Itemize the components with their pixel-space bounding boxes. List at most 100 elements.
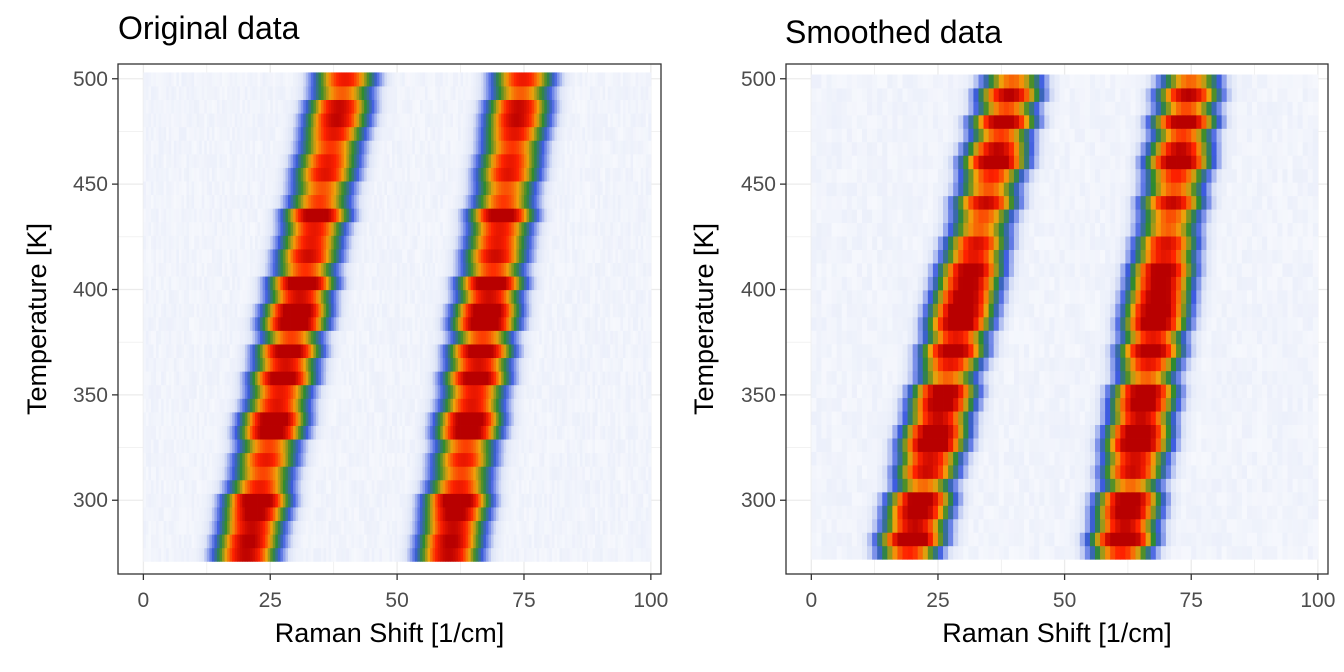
- heat-cell: [409, 411, 413, 426]
- heat-cell: [206, 289, 210, 304]
- heat-cell: [615, 235, 619, 250]
- heat-cell: [445, 303, 449, 318]
- heat-cell: [252, 276, 256, 291]
- heat-cell: [247, 479, 251, 494]
- heat-cell: [173, 439, 177, 454]
- heat-cell: [156, 357, 159, 372]
- heat-cell: [300, 507, 304, 522]
- heat-cell: [549, 398, 553, 413]
- heat-cell: [282, 276, 286, 291]
- heat-cell: [602, 330, 606, 345]
- heat-cell: [432, 289, 436, 304]
- heat-cell: [432, 371, 436, 386]
- heat-cell: [290, 439, 294, 454]
- heat-cell: [252, 411, 256, 426]
- heat-cell: [544, 520, 548, 535]
- heat-cell: [430, 479, 434, 494]
- heat-cell: [437, 235, 441, 250]
- heat-cell: [148, 262, 152, 277]
- heat-cell: [518, 289, 522, 304]
- heat-cell: [531, 520, 535, 535]
- heat-cell: [600, 235, 604, 250]
- heat-cell: [529, 235, 532, 250]
- heat-cell: [204, 547, 208, 562]
- heat-cell: [511, 411, 515, 426]
- heat-cell: [600, 493, 604, 508]
- heat-cell: [559, 479, 563, 494]
- heat-cell: [267, 344, 271, 359]
- heat-cell: [483, 221, 487, 236]
- heat-cell: [463, 248, 467, 263]
- heat-cell: [257, 547, 261, 562]
- heat-cell: [589, 493, 593, 508]
- heat-cell: [516, 235, 520, 250]
- heat-cell: [199, 493, 203, 508]
- heat-cell: [498, 248, 502, 263]
- heat-cell: [551, 452, 555, 467]
- heat-cell: [371, 439, 375, 454]
- heat-cell: [539, 466, 543, 481]
- heat-cell: [265, 479, 269, 494]
- heat-cell: [227, 357, 231, 372]
- heat-cell: [465, 493, 469, 508]
- heat-cell: [158, 384, 162, 399]
- heat-cell: [336, 221, 340, 236]
- heat-cell: [465, 452, 469, 467]
- heat-cell: [199, 534, 203, 549]
- heat-cell: [260, 507, 264, 522]
- heat-cell: [422, 262, 426, 277]
- heat-cell: [308, 289, 312, 304]
- heat-cell: [534, 534, 538, 549]
- heat-cell: [521, 466, 525, 481]
- heat-cell: [546, 534, 550, 549]
- heat-cell: [643, 452, 647, 467]
- heat-cell: [328, 534, 332, 549]
- heat-cell: [491, 330, 494, 345]
- heat-cell: [173, 507, 177, 522]
- heat-cell: [556, 384, 560, 399]
- heat-cell: [211, 303, 215, 318]
- heat-cell: [549, 493, 553, 508]
- heat-cell: [257, 248, 261, 263]
- heat-cell: [318, 330, 322, 345]
- heat-cell: [536, 344, 540, 359]
- heat-cell: [224, 507, 228, 522]
- heat-cell: [326, 248, 330, 263]
- heat-cell: [178, 411, 182, 426]
- heat-cell: [336, 276, 340, 291]
- heat-cell: [288, 262, 291, 277]
- heat-cell: [445, 235, 449, 250]
- heat-cell: [633, 316, 637, 331]
- heat-cell: [628, 303, 631, 318]
- heat-cell: [270, 520, 274, 535]
- heat-cell: [232, 303, 236, 318]
- heat-cell: [602, 235, 606, 250]
- heat-cell: [622, 520, 626, 535]
- heat-cell: [546, 466, 550, 481]
- heat-cell: [222, 330, 225, 345]
- heat-cell: [201, 235, 205, 250]
- heat-cell: [493, 398, 497, 413]
- heat-cell: [633, 466, 637, 481]
- heat-cell: [168, 316, 172, 331]
- heat-cell: [404, 344, 408, 359]
- heat-cell: [584, 276, 588, 291]
- heat-cell: [432, 547, 436, 562]
- heat-cell: [173, 262, 177, 277]
- heat-cell: [326, 221, 330, 236]
- heat-cell: [394, 520, 398, 535]
- heat-cell: [227, 466, 231, 481]
- heat-cell: [356, 248, 360, 263]
- heat-cell: [559, 289, 563, 304]
- heat-cell: [425, 384, 428, 399]
- heat-cell: [260, 262, 264, 277]
- heat-cell: [480, 303, 484, 318]
- heat-cell: [386, 221, 390, 236]
- heat-cell: [536, 425, 540, 440]
- heat-cell: [521, 371, 525, 386]
- heat-cell: [191, 235, 195, 250]
- heat-cell: [183, 466, 187, 481]
- heat-cell: [414, 411, 418, 426]
- heat-cell: [645, 235, 649, 250]
- heat-cell: [521, 398, 525, 413]
